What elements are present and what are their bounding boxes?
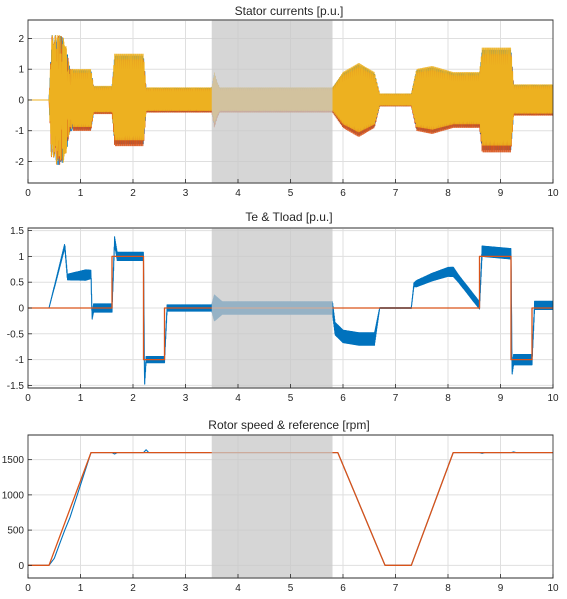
- subplot-stator-currents: Stator currents [p.u.] 0 1 2 3 4 5 6 7 8 9 10 -2 -1 0…: [15, 4, 559, 199]
- y-tick-label: 2: [18, 34, 24, 45]
- x-tick-label: 6: [340, 393, 346, 404]
- x-tick-label: 3: [183, 393, 189, 404]
- x-tick-label: 0: [25, 583, 31, 594]
- shaded-region: [211, 435, 333, 578]
- y-tick-label: -1.5: [7, 381, 25, 392]
- x-tick-label: 8: [445, 393, 451, 404]
- y-tick-label: 0: [18, 95, 24, 106]
- x-tick-label: 2: [130, 583, 136, 594]
- y-tick-label: -0.5: [7, 329, 25, 340]
- y-tick-label: 0: [18, 304, 24, 315]
- subplot-torque: Te & Tload [p.u.] 0 1 2 3 4 5 6 7 8 9 10-1.5-1-0.5…: [7, 210, 559, 404]
- y-tick-label: 1: [18, 252, 24, 263]
- y-tick-label: 1000: [2, 490, 25, 501]
- x-tick-label: 10: [547, 188, 559, 199]
- x-tick-label: 3: [183, 188, 189, 199]
- x-tick-label: 4: [235, 188, 241, 199]
- y-tick-label: 1: [18, 65, 24, 76]
- y-tick-label: 0: [18, 561, 24, 572]
- x-tick-label: 9: [498, 393, 504, 404]
- x-tick-label: 0: [25, 393, 31, 404]
- y-tick-label: 0.5: [10, 278, 24, 289]
- x-tick-label: 10: [547, 393, 559, 404]
- x-tick-label: 4: [235, 393, 241, 404]
- y-tick-label: 500: [7, 526, 24, 537]
- x-tick-label: 5: [288, 188, 294, 199]
- subplot-title: Stator currents [p.u.]: [235, 4, 344, 18]
- x-tick-label: 10: [547, 583, 559, 594]
- subplot-rotor-speed: Rotor speed & reference [rpm] 0 1 2 3 4 5 6 7 8 9…: [2, 418, 559, 594]
- x-tick-label: 5: [288, 393, 294, 404]
- x-tick-label: 7: [393, 393, 399, 404]
- x-tick-label: 6: [340, 188, 346, 199]
- x-tick-label: 9: [498, 188, 504, 199]
- x-tick-label: 1: [78, 188, 84, 199]
- x-tick-label: 1: [78, 583, 84, 594]
- x-tick-label: 2: [130, 188, 136, 199]
- subplot-title: Rotor speed & reference [rpm]: [208, 418, 369, 432]
- x-tick-label: 6: [340, 583, 346, 594]
- x-tick-label: 8: [445, 583, 451, 594]
- y-tick-label: -1: [15, 355, 24, 366]
- plot-content: [28, 449, 553, 566]
- series-line-reference: [28, 451, 553, 566]
- y-tick-label: -1: [15, 126, 24, 137]
- subplot-title: Te & Tload [p.u.]: [245, 210, 332, 224]
- x-tick-label: 4: [235, 583, 241, 594]
- y-tick-label: 1.5: [10, 226, 24, 237]
- shaded-region: [211, 228, 333, 388]
- x-tick-label: 3: [183, 583, 189, 594]
- x-tick-label: 7: [393, 188, 399, 199]
- y-tick-label: 1500: [2, 455, 25, 466]
- x-tick-label: 9: [498, 583, 504, 594]
- shaded-region: [211, 20, 333, 183]
- y-tick-label: -2: [15, 157, 24, 168]
- x-tick-label: 1: [78, 393, 84, 404]
- x-tick-label: 2: [130, 393, 136, 404]
- x-tick-label: 5: [288, 583, 294, 594]
- x-tick-label: 7: [393, 583, 399, 594]
- x-tick-label: 0: [25, 188, 31, 199]
- x-tick-label: 8: [445, 188, 451, 199]
